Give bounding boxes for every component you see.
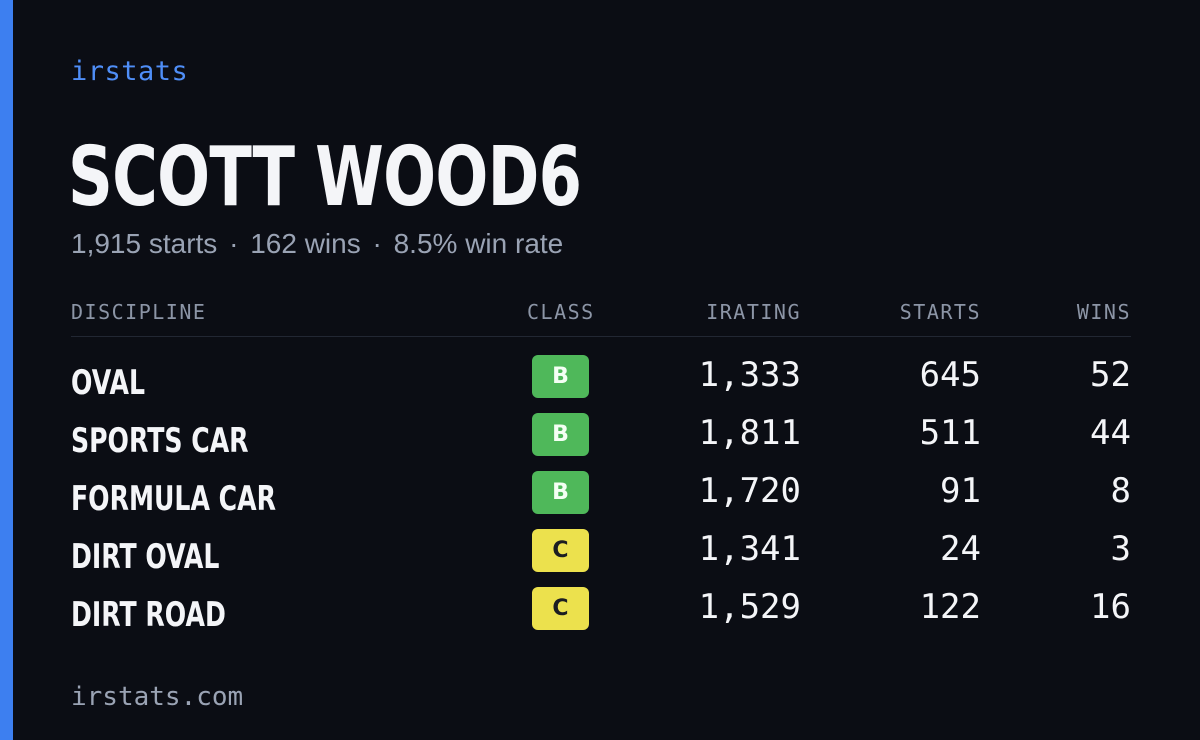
accent-bar: [0, 0, 13, 740]
irating-value: 1,811: [698, 413, 801, 453]
class-badge: C: [532, 529, 589, 572]
summary-win-rate: 8.5% win rate: [393, 228, 564, 259]
starts-value: 91: [940, 471, 981, 511]
header-wins: WINS: [1076, 300, 1131, 324]
class-badge: B: [532, 471, 589, 514]
summary-separator: ·: [229, 228, 239, 259]
wins-value: 16: [1090, 587, 1131, 627]
class-badge: B: [532, 355, 589, 398]
table-row: SPORTS CAR B 1,811 511 44: [71, 411, 1131, 469]
header-starts: STARTS: [899, 300, 981, 324]
class-badge: C: [532, 587, 589, 630]
irating-value: 1,720: [698, 471, 801, 511]
brand-logo: irstats: [71, 56, 189, 87]
starts-value: 24: [940, 529, 981, 569]
wins-value: 8: [1110, 471, 1131, 511]
table-body: OVAL B 1,333 645 52 SPORTS CAR B 1,811 5…: [71, 353, 1131, 643]
discipline-name: DIRT ROAD: [71, 595, 226, 635]
wins-value: 44: [1090, 413, 1131, 453]
header-irating: IRATING: [706, 300, 801, 324]
summary-wins: 162 wins: [250, 228, 361, 259]
wins-value: 3: [1110, 529, 1131, 569]
table-row: FORMULA CAR B 1,720 91 8: [71, 469, 1131, 527]
irating-value: 1,529: [698, 587, 801, 627]
discipline-name: FORMULA CAR: [71, 479, 276, 519]
table-row: DIRT OVAL C 1,341 24 3: [71, 527, 1131, 585]
table-row: OVAL B 1,333 645 52: [71, 353, 1131, 411]
discipline-name: SPORTS CAR: [71, 421, 249, 461]
wins-value: 52: [1090, 355, 1131, 395]
summary-starts: 1,915 starts: [71, 228, 218, 259]
starts-value: 511: [919, 413, 981, 453]
table-header: DISCIPLINE CLASS IRATING STARTS WINS: [71, 296, 1131, 337]
discipline-table: DISCIPLINE CLASS IRATING STARTS WINS OVA…: [71, 296, 1131, 643]
summary-separator: ·: [372, 228, 382, 259]
header-discipline: DISCIPLINE: [71, 300, 207, 324]
table-row: DIRT ROAD C 1,529 122 16: [71, 585, 1131, 643]
irating-value: 1,333: [698, 355, 801, 395]
header-class: CLASS: [527, 300, 595, 324]
starts-value: 645: [919, 355, 981, 395]
discipline-name: DIRT OVAL: [71, 537, 220, 577]
career-summary: 1,915 starts · 162 wins · 8.5% win rate: [71, 228, 563, 260]
class-badge: B: [532, 413, 589, 456]
starts-value: 122: [919, 587, 981, 627]
discipline-name: OVAL: [71, 363, 145, 403]
footer-site-url: irstats.com: [71, 682, 244, 712]
driver-name: SCOTT WOOD6: [68, 130, 582, 225]
irating-value: 1,341: [698, 529, 801, 569]
